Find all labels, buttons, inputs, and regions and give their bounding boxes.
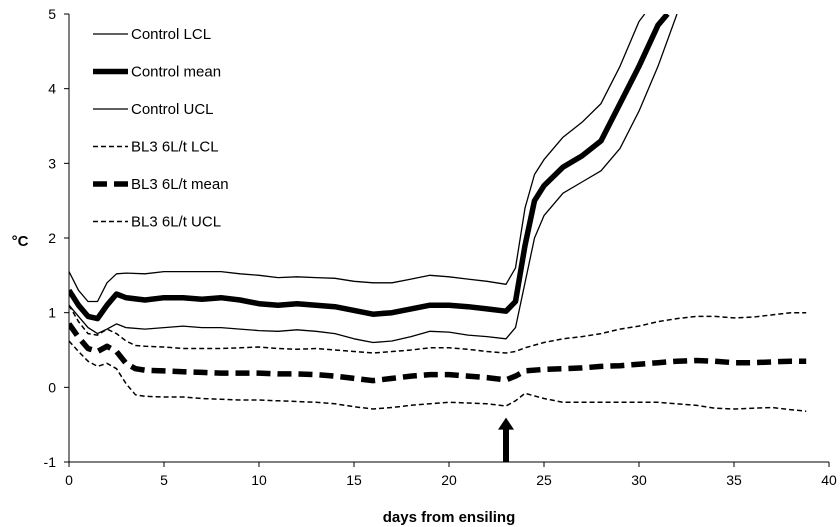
legend-label-5: BL3 6L/t mean [131, 176, 229, 193]
series-line-5 [69, 322, 807, 384]
series-line-2 [69, 14, 670, 322]
x-tick-label: 20 [441, 472, 457, 488]
series-line-1 [69, 14, 678, 344]
arrow-shaft [503, 427, 509, 462]
legend-label-6: BL3 6L/t UCL [131, 214, 221, 231]
x-tick-label: 25 [536, 472, 552, 488]
y-tick-label: 1 [48, 305, 56, 321]
series-line-3 [69, 14, 646, 303]
legend-label-3: Control UCL [131, 101, 214, 118]
x-tick-label: 5 [160, 472, 168, 488]
y-tick-label: 5 [48, 6, 56, 22]
y-tick-label: 4 [48, 81, 56, 97]
legend-label-1: Control LCL [131, 26, 211, 43]
x-tick-label: 40 [821, 472, 837, 488]
x-tick-label: 0 [65, 472, 73, 488]
y-tick-label: 0 [48, 379, 56, 395]
axes-group: 0 5 10 15 20 25 30 35 40 -1 0 1 2 3 4 5 [44, 6, 837, 488]
annotations-group [498, 417, 514, 462]
y-axis-label: °C [12, 233, 29, 250]
x-tick-label: 10 [251, 472, 267, 488]
x-tick-label: 15 [346, 472, 362, 488]
legend-label-4: BL3 6L/t LCL [131, 139, 219, 156]
x-tick-label: 35 [726, 472, 742, 488]
x-tick-label: 30 [631, 472, 647, 488]
legend-label-2: Control mean [131, 64, 221, 81]
arrow-head [498, 417, 514, 430]
series-line-4 [69, 340, 807, 412]
y-tick-label: 2 [48, 230, 56, 246]
legend: Control LCL Control mean Control UCL BL3 6L… [93, 26, 229, 231]
y-tick-label: 3 [48, 155, 56, 171]
y-tick-label: -1 [44, 454, 57, 470]
series-line-6 [69, 304, 807, 354]
x-axis-label: days from ensiling [383, 509, 516, 526]
plot-series-group [69, 14, 807, 412]
